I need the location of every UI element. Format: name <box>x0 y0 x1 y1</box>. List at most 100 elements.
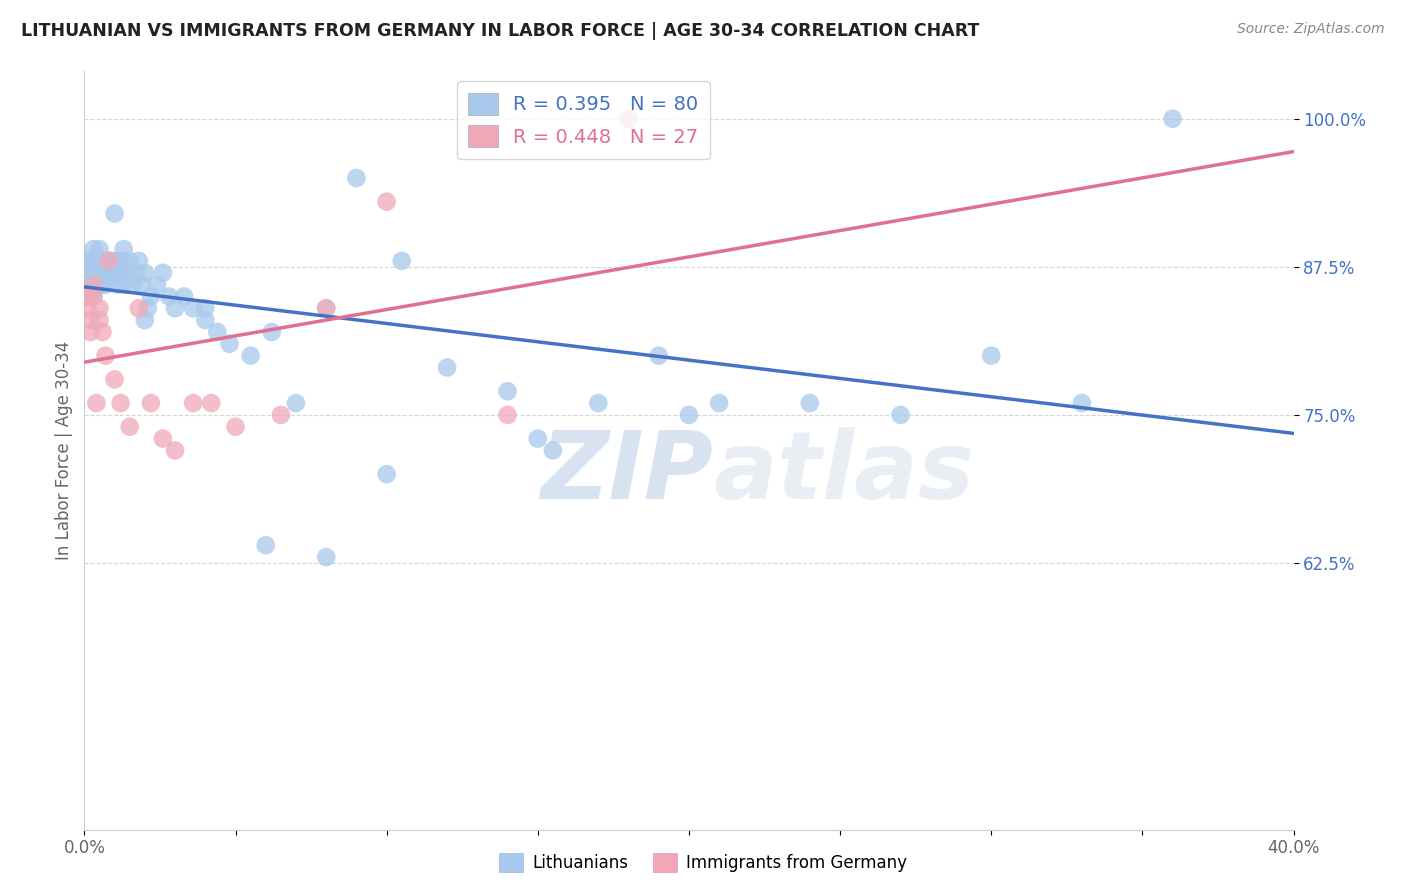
Point <box>104 206 127 220</box>
Point <box>94 277 117 292</box>
Point <box>315 550 337 565</box>
Point <box>94 253 117 268</box>
Point <box>89 277 111 292</box>
Point <box>139 289 162 303</box>
Point <box>225 419 247 434</box>
Point <box>86 277 108 292</box>
Point <box>115 266 138 280</box>
Point <box>152 432 174 446</box>
Point <box>541 443 564 458</box>
Point <box>79 266 101 280</box>
Point <box>527 432 550 446</box>
Point <box>76 289 98 303</box>
Point <box>89 266 111 280</box>
Text: ZIP: ZIP <box>540 427 713 519</box>
Point <box>128 301 150 316</box>
Legend: R = 0.395   N = 80, R = 0.448   N = 27: R = 0.395 N = 80, R = 0.448 N = 27 <box>457 81 710 159</box>
Point <box>76 289 98 303</box>
Point <box>260 325 283 339</box>
Point <box>165 443 187 458</box>
Point <box>346 171 368 186</box>
Point <box>617 112 640 126</box>
Point <box>86 253 108 268</box>
Point <box>89 242 111 256</box>
Point <box>82 277 104 292</box>
Point <box>131 277 153 292</box>
Point <box>110 253 132 268</box>
Point <box>97 266 120 280</box>
Point <box>82 253 104 268</box>
Point <box>134 313 156 327</box>
Point <box>173 289 195 303</box>
Point <box>82 289 104 303</box>
Point <box>94 266 117 280</box>
Point <box>76 253 98 268</box>
Point <box>890 408 912 422</box>
Point <box>110 266 132 280</box>
Point <box>270 408 292 422</box>
Point <box>104 372 127 386</box>
Point <box>79 313 101 327</box>
Point <box>436 360 458 375</box>
Legend: Lithuanians, Immigrants from Germany: Lithuanians, Immigrants from Germany <box>492 847 914 880</box>
Point <box>980 349 1002 363</box>
Point <box>678 408 700 422</box>
Point <box>89 301 111 316</box>
Point <box>94 349 117 363</box>
Point <box>82 266 104 280</box>
Point <box>134 266 156 280</box>
Point <box>76 301 98 316</box>
Point <box>104 266 127 280</box>
Point <box>82 289 104 303</box>
Point <box>82 277 104 292</box>
Point <box>496 408 519 422</box>
Point <box>97 253 120 268</box>
Point <box>239 349 262 363</box>
Point <box>125 266 148 280</box>
Point <box>139 396 162 410</box>
Point <box>1071 396 1094 410</box>
Point <box>82 242 104 256</box>
Point <box>285 396 308 410</box>
Text: Source: ZipAtlas.com: Source: ZipAtlas.com <box>1237 22 1385 37</box>
Point <box>709 396 731 410</box>
Point <box>79 289 101 303</box>
Point <box>100 266 122 280</box>
Point <box>375 194 398 209</box>
Point <box>91 266 114 280</box>
Point <box>799 396 821 410</box>
Point <box>218 336 240 351</box>
Point <box>118 253 141 268</box>
Point <box>76 266 98 280</box>
Point <box>86 266 108 280</box>
Point <box>194 313 217 327</box>
Point <box>152 266 174 280</box>
Point <box>89 253 111 268</box>
Point <box>496 384 519 399</box>
Point <box>128 253 150 268</box>
Point <box>107 277 129 292</box>
Point <box>110 396 132 410</box>
Point <box>112 242 135 256</box>
Point <box>207 325 229 339</box>
Text: atlas: atlas <box>713 427 974 519</box>
Point <box>91 277 114 292</box>
Point <box>254 538 277 552</box>
Point <box>146 277 169 292</box>
Point <box>97 253 120 268</box>
Point <box>588 396 610 410</box>
Point <box>89 313 111 327</box>
Point <box>121 277 143 292</box>
Text: LITHUANIAN VS IMMIGRANTS FROM GERMANY IN LABOR FORCE | AGE 30-34 CORRELATION CHA: LITHUANIAN VS IMMIGRANTS FROM GERMANY IN… <box>21 22 980 40</box>
Point <box>91 253 114 268</box>
Point <box>112 277 135 292</box>
Point <box>79 277 101 292</box>
Point <box>181 301 204 316</box>
Point <box>136 301 159 316</box>
Point <box>91 325 114 339</box>
Point <box>86 396 108 410</box>
Point <box>107 253 129 268</box>
Point <box>76 277 98 292</box>
Point <box>648 349 671 363</box>
Point <box>315 301 337 316</box>
